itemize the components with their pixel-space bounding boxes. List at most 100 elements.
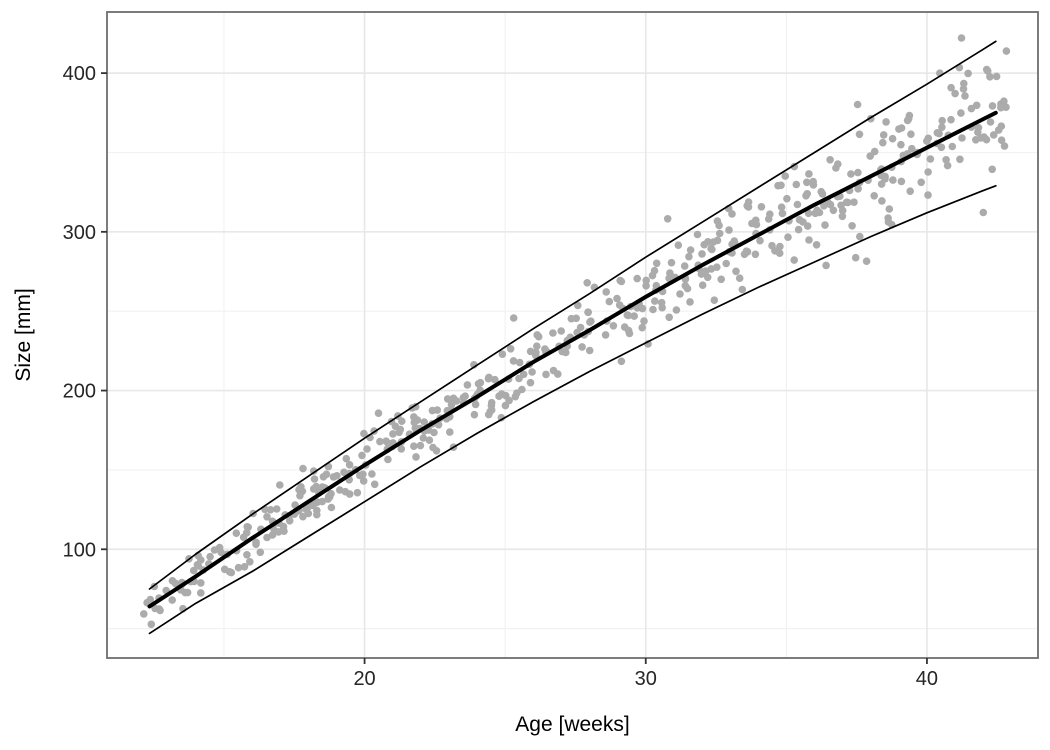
data-point (318, 483, 327, 491)
data-point (870, 192, 878, 200)
data-point (802, 192, 810, 200)
data-point (768, 241, 776, 250)
data-point (345, 461, 354, 469)
data-point (803, 222, 812, 230)
data-point (558, 347, 566, 356)
data-point (318, 497, 327, 506)
data-point (674, 241, 683, 249)
data-point (613, 294, 621, 303)
data-point (906, 187, 914, 195)
data-point (485, 373, 493, 382)
panel-border (106, 11, 1039, 659)
data-point (917, 178, 925, 187)
data-point (766, 210, 774, 218)
data-point (732, 267, 740, 276)
data-point (997, 100, 1005, 108)
data-point (572, 314, 580, 323)
y-tick-label: 400 (63, 63, 96, 85)
data-point (640, 317, 648, 325)
data-point (1002, 47, 1011, 55)
data-point (648, 271, 657, 280)
data-point (751, 250, 760, 259)
data-point (147, 620, 156, 629)
data-point (964, 69, 972, 78)
data-point (942, 156, 950, 164)
grid-minor-lines (107, 12, 1038, 658)
data-point (713, 263, 721, 272)
data-point (232, 529, 241, 537)
data-point (272, 505, 281, 513)
data-point (497, 390, 506, 398)
data-point (685, 252, 693, 261)
data-point (783, 194, 791, 203)
data-point (907, 130, 915, 138)
data-point (847, 170, 855, 178)
data-point (206, 552, 214, 561)
data-point (895, 125, 903, 133)
data-point (210, 546, 219, 554)
data-point (854, 168, 862, 177)
data-point (822, 261, 830, 270)
x-axis-title: Age [weeks] (515, 713, 629, 736)
data-point (197, 589, 205, 597)
data-point (697, 270, 706, 278)
data-point (297, 483, 305, 491)
data-point (961, 92, 969, 100)
data-point (837, 201, 845, 210)
data-point (299, 512, 307, 521)
data-point (715, 221, 723, 230)
y-tick-label: 100 (63, 539, 96, 561)
data-point (794, 225, 803, 234)
data-point (994, 126, 1003, 134)
data-point (624, 311, 633, 320)
data-point (356, 471, 364, 480)
data-point (717, 275, 725, 284)
data-point (194, 562, 203, 570)
data-point (557, 327, 565, 335)
data-point (908, 144, 916, 153)
axis-tick-marks (101, 72, 928, 664)
data-point (665, 274, 673, 283)
y-tick-label: 300 (63, 222, 96, 244)
data-point (419, 434, 428, 442)
data-point (992, 72, 1001, 81)
data-point (384, 455, 392, 464)
data-point (848, 222, 856, 230)
fitted-center-line (147, 110, 998, 609)
data-point (878, 197, 886, 205)
data-point (972, 101, 981, 110)
data-point (947, 115, 955, 124)
data-point (686, 246, 695, 254)
data-point (197, 579, 205, 587)
data-point (299, 464, 307, 473)
data-point (657, 298, 666, 307)
data-point (549, 329, 557, 337)
data-point (988, 165, 996, 174)
data-point (410, 442, 418, 451)
upper-band-line (148, 40, 997, 590)
data-point (680, 262, 689, 270)
data-point (957, 34, 966, 42)
data-point (336, 486, 344, 494)
data-point (792, 180, 801, 189)
data-point (704, 238, 712, 246)
data-point (790, 256, 798, 264)
data-point (784, 233, 792, 241)
data-point (757, 203, 766, 211)
data-point (296, 491, 304, 500)
data-point (926, 155, 935, 163)
data-point (313, 510, 321, 519)
data-point (817, 187, 825, 196)
data-point (956, 155, 964, 164)
data-point (805, 170, 813, 178)
data-point (359, 477, 368, 485)
data-point (376, 437, 384, 446)
data-point (897, 140, 905, 149)
data-point (698, 250, 706, 258)
y-axis-title: Size [mm] (12, 288, 35, 381)
data-point (803, 178, 811, 187)
data-point (578, 343, 586, 351)
data-point (854, 185, 862, 193)
data-point (815, 208, 824, 217)
data-point (243, 523, 251, 531)
